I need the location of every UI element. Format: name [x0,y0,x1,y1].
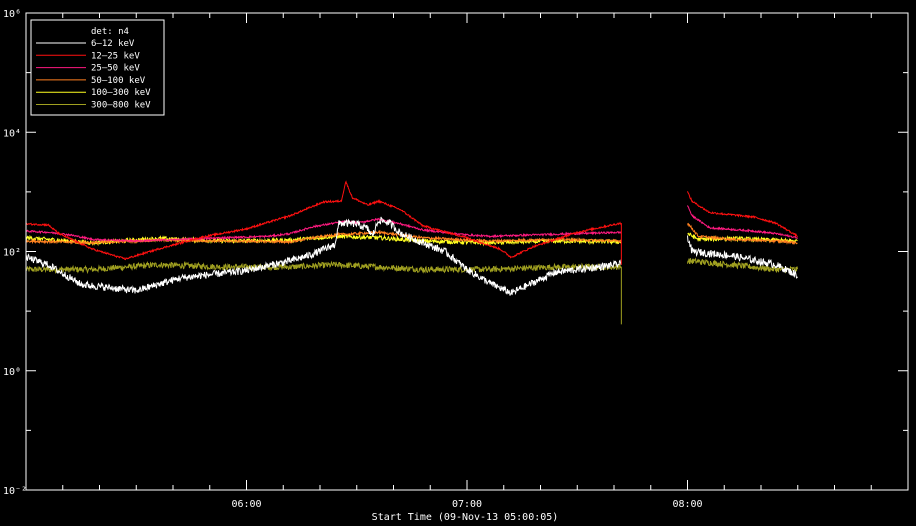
legend-title: det: n4 [91,27,129,37]
y-tick-label: 10⁴ [3,128,21,139]
legend-entry: 6–12 keV [91,39,135,49]
axis-layer: 10⁻² 10⁰ 10² 10⁴ 10⁶ 06:00 07:00 08:00 [3,9,908,510]
legend-entry: 300–800 keV [91,101,151,111]
series-line-300-800-kev [25,260,622,275]
y-tick-label: 10⁰ [3,367,21,378]
x-tick-label: 06:00 [231,499,261,510]
x-tick-label: 07:00 [452,499,482,510]
legend-entry: 12–25 keV [91,51,140,61]
legend-items: 6–12 keV 12–25 keV 25–50 keV 50–100 keV 100–… [36,39,151,111]
series-line-25-50-kev-late [687,205,798,239]
y-tick-label: 10⁶ [3,9,21,20]
legend: det: n4 6–12 keV 12–25 keV 25–50 keV 50–100… [30,19,165,116]
series-line-50-100-kev-late [687,222,798,245]
series-line-6-12-kev-late [687,235,798,279]
legend-entry: 25–50 keV [91,64,140,74]
y-tick-label: 10⁻² [3,486,27,497]
series-line-50-100-kev [25,229,622,246]
series-line-25-50-kev [25,217,622,243]
y-tick-label: 10² [3,248,21,259]
series-line-12-25-kev-late [687,191,798,238]
x-tick-label: 08:00 [672,499,702,510]
series-line-300-800-kev-late [687,257,798,274]
series-layer [25,180,798,325]
series-line-6-12-kev [25,216,622,296]
legend-entry: 100–300 keV [91,88,151,98]
series-line-12-25-kev [26,180,622,261]
x-axis-label: Start Time (09-Nov-13 05:00:05) [372,512,559,523]
legend-entry: 50–100 keV [91,76,146,86]
